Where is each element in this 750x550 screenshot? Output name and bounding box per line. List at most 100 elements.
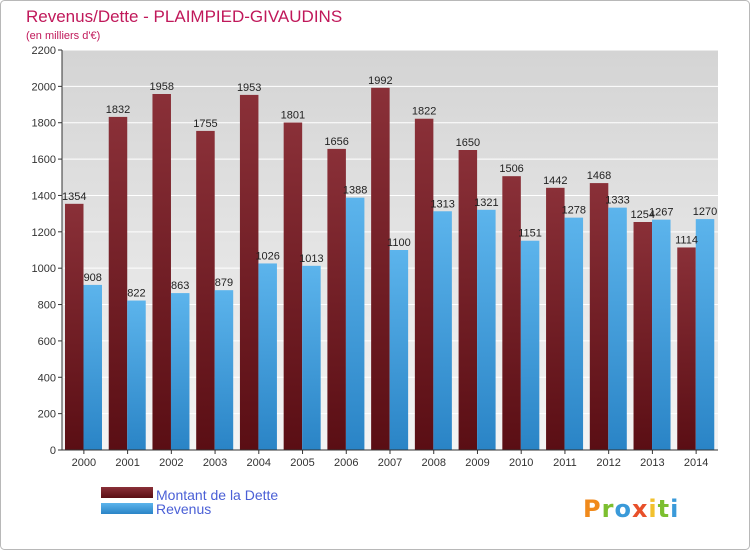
data-label-revenus: 822 (127, 288, 145, 300)
data-label-revenus: 1313 (430, 198, 454, 210)
data-label-dette: 1254 (631, 209, 655, 221)
data-label-dette: 1506 (499, 163, 523, 175)
x-tick-label: 2007 (378, 457, 402, 469)
data-label-revenus: 1151 (518, 228, 542, 240)
bar-dette (677, 247, 696, 450)
bar-dette (152, 94, 171, 450)
y-tick-label: 0 (50, 445, 56, 457)
legend-item-dette: Montant de la Dette (101, 487, 278, 503)
x-tick-label: 2006 (334, 457, 358, 469)
brand-letter: i (670, 495, 679, 523)
bar-dette (108, 116, 128, 450)
chart-title: Revenus/Dette - PLAIMPIED-GIVAUDINS (26, 7, 342, 26)
data-label-dette: 1114 (675, 234, 698, 246)
x-axis-ticks: 2000 2001 2002 2003 2004 2005 2006 2007 2008 2009… (72, 450, 708, 469)
legend-item-revenus: Revenus (101, 501, 211, 517)
legend-swatch-dette (101, 487, 153, 498)
bar-revenus (695, 219, 715, 450)
x-tick-label: 2002 (159, 457, 183, 469)
x-tick-label: 2004 (247, 457, 271, 469)
bar-revenus (170, 293, 190, 450)
data-labels: 1354 908 1832 822 1958 863 1755 879 1953 1026 1801… (62, 75, 717, 300)
data-label-revenus: 1321 (474, 197, 498, 209)
y-tick-label: 1200 (32, 227, 56, 239)
y-tick-label: 1800 (32, 118, 56, 130)
bar-revenus (214, 290, 234, 450)
data-label-dette: 1958 (149, 81, 173, 93)
data-label-dette: 1468 (587, 170, 611, 182)
bar-dette (633, 222, 653, 450)
bar-revenus (477, 209, 496, 450)
y-tick-label: 600 (38, 336, 56, 348)
plot-area: 1354 908 1832 822 1958 863 1755 879 1953 1026 1801… (32, 45, 718, 469)
bar-dette (458, 150, 478, 450)
brand-letter: P (583, 495, 602, 523)
bar-dette (196, 130, 215, 450)
legend-label-revenus: Revenus (156, 501, 211, 517)
data-label-dette: 1992 (368, 75, 392, 87)
x-tick-label: 2009 (465, 457, 489, 469)
bar-dette (327, 148, 346, 450)
bar-revenus (258, 263, 277, 450)
y-tick-label: 800 (38, 300, 56, 312)
data-label-dette: 1442 (543, 175, 567, 187)
data-label-dette: 1953 (237, 82, 261, 94)
x-tick-label: 2008 (421, 457, 445, 469)
y-tick-label: 2200 (32, 45, 56, 57)
y-tick-label: 2000 (32, 81, 56, 93)
legend-swatch-revenus (101, 503, 153, 514)
legend: Montant de la Dette Revenus (101, 487, 278, 517)
bar-revenus (389, 250, 409, 450)
data-label-revenus: 908 (84, 272, 102, 284)
legend-label-dette: Montant de la Dette (156, 487, 278, 503)
y-tick-label: 200 (38, 409, 56, 421)
brand-letter: r (602, 495, 615, 523)
data-label-revenus: 1100 (387, 237, 411, 249)
data-label-revenus: 1388 (343, 185, 367, 197)
data-label-revenus: 1013 (299, 253, 323, 265)
x-tick-label: 2005 (290, 457, 314, 469)
chart-subtitle: (en milliers d'€) (26, 30, 100, 42)
y-tick-label: 1400 (32, 190, 56, 202)
brand-letter: t (658, 495, 670, 523)
bar-dette (502, 176, 521, 450)
brand-letter: o (614, 495, 632, 523)
bar-dette (546, 187, 565, 450)
bar-dette (589, 183, 609, 450)
brand-wordmark: Proxiti (583, 495, 679, 523)
y-axis-ticks: 0 200 400 600 800 1000 1200 1400 1600 1800 2000 220… (32, 45, 62, 457)
x-tick-label: 2012 (596, 457, 620, 469)
data-label-revenus: 863 (171, 280, 189, 292)
bar-revenus (127, 300, 146, 450)
bar-revenus (83, 284, 102, 450)
data-label-dette: 1656 (324, 136, 348, 148)
x-tick-label: 2001 (115, 457, 139, 469)
data-label-dette: 1354 (62, 191, 86, 203)
bar-dette (414, 118, 434, 451)
y-tick-label: 1000 (32, 263, 56, 275)
bar-revenus (608, 207, 627, 450)
x-tick-label: 2014 (684, 457, 708, 469)
brand-letter: x (632, 495, 648, 523)
x-tick-label: 2003 (203, 457, 227, 469)
proxiti-logo: Proxiti (583, 495, 679, 523)
bar-dette (371, 87, 390, 451)
data-label-revenus: 1270 (693, 206, 717, 218)
data-label-dette: 1755 (193, 118, 217, 130)
bar-dette (239, 94, 259, 450)
data-label-dette: 1650 (456, 137, 480, 149)
bar-dette (65, 203, 84, 450)
data-label-revenus: 879 (215, 277, 233, 289)
x-tick-label: 2000 (72, 457, 96, 469)
data-label-revenus: 1267 (649, 207, 673, 219)
data-label-revenus: 1333 (605, 195, 629, 207)
bar-dette (283, 122, 303, 450)
brand-letter: i (648, 495, 657, 523)
bar-revenus (564, 217, 584, 450)
data-label-dette: 1832 (106, 104, 130, 116)
bars (65, 87, 715, 451)
bar-revenus (345, 197, 365, 450)
y-tick-label: 1600 (32, 154, 56, 166)
data-label-revenus: 1026 (255, 250, 279, 262)
